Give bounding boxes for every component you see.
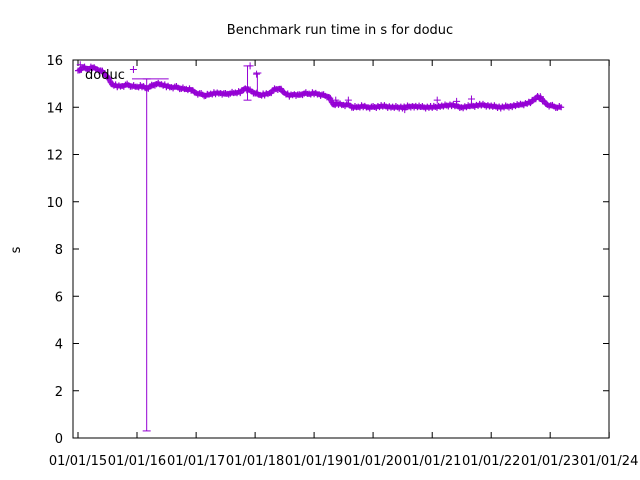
legend-label: doduc xyxy=(85,68,125,83)
outlier-point xyxy=(253,70,261,78)
y-tick-label: 8 xyxy=(55,243,63,258)
y-tick-label: 2 xyxy=(55,385,63,400)
x-tick-label: 01/01/22 xyxy=(462,454,520,469)
plot-frame xyxy=(72,59,610,439)
x-tick-label: 01/01/19 xyxy=(285,454,343,469)
outlier-point xyxy=(332,96,340,104)
y-tick-label: 4 xyxy=(55,338,63,353)
y-tick-label: 16 xyxy=(46,54,63,69)
outlier-point xyxy=(76,61,84,69)
data-series xyxy=(75,61,565,432)
outlier-point xyxy=(453,97,461,105)
x-tick-label: 01/01/15 xyxy=(49,454,107,469)
x-tick-label: 01/01/23 xyxy=(521,454,579,469)
outlier-point xyxy=(536,93,544,101)
outlier-point xyxy=(344,96,352,104)
legend: doduc xyxy=(85,68,125,83)
chart-title: Benchmark run time in s for doduc xyxy=(227,23,453,38)
y-tick-label: 12 xyxy=(46,149,63,164)
outlier-point xyxy=(433,96,441,104)
outlier-point xyxy=(401,106,409,114)
x-tick-label: 01/01/18 xyxy=(226,454,284,469)
outlier-point xyxy=(467,95,475,103)
y-tick-label: 6 xyxy=(55,290,63,305)
x-tick-label: 01/01/24 xyxy=(580,454,638,469)
x-tick-label: 01/01/21 xyxy=(403,454,461,469)
x-tick-label: 01/01/16 xyxy=(108,454,166,469)
x-tick-label: 01/01/20 xyxy=(344,454,402,469)
x-tick-label: 01/01/17 xyxy=(167,454,225,469)
series-line xyxy=(76,64,562,110)
x-axis-ticks: 01/01/15 01/01/16 01/01/17 01/01/18 01/01/19… xyxy=(49,60,638,469)
y-tick-label: 10 xyxy=(46,196,63,211)
y-axis-ticks: 0 2 4 6 8 10 12 14 16 xyxy=(46,54,609,447)
y-tick-label: 14 xyxy=(46,101,63,116)
outlier-point xyxy=(129,65,137,73)
y-tick-label: 0 xyxy=(55,432,63,447)
y-axis-label: s xyxy=(9,246,24,253)
